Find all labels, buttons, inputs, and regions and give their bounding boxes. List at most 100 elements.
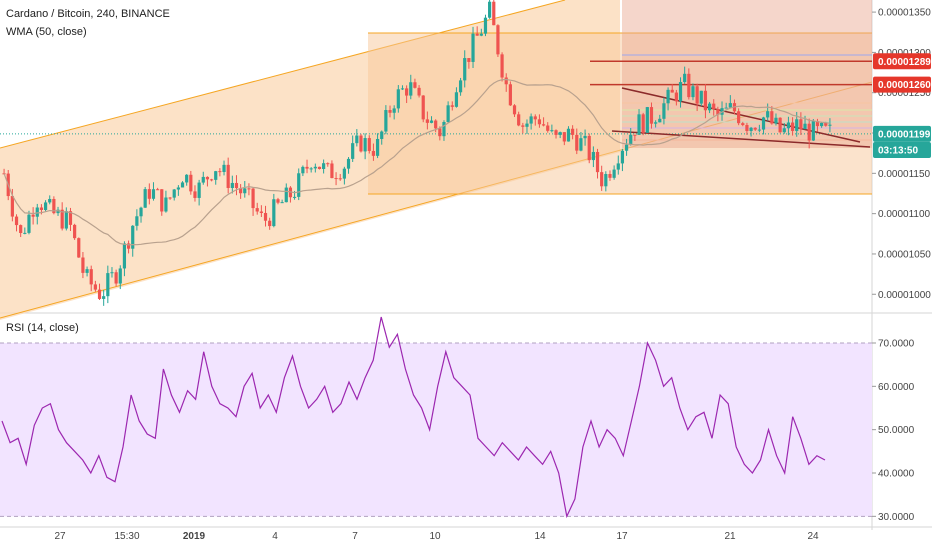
candle-body <box>778 117 782 133</box>
candle-body <box>712 103 716 110</box>
candle-body <box>786 122 791 129</box>
price-tag-label: 0.00001289 <box>878 57 931 68</box>
time-tick-label: 24 <box>807 531 819 542</box>
candle-body <box>31 214 35 217</box>
candle-body <box>359 135 363 152</box>
candle-body <box>429 120 434 123</box>
candle-body <box>691 86 695 98</box>
candle-body <box>471 33 475 62</box>
candle-body <box>342 168 346 179</box>
candle-body <box>309 168 313 170</box>
wedge-lower-line <box>611 130 871 148</box>
time-tick-label: 17 <box>616 531 628 542</box>
candle-body <box>595 151 600 173</box>
candle-body <box>749 127 753 131</box>
candle-body <box>19 225 23 234</box>
candle-body <box>828 124 832 126</box>
candle-body <box>724 107 728 109</box>
rsi-pane: 70.0000 60.0000 50.0000 40.0000 30.0000 <box>0 316 915 523</box>
candle-body <box>110 272 114 274</box>
candle-body <box>367 138 371 151</box>
candle-body <box>39 207 44 210</box>
candle-body <box>525 123 529 127</box>
candle-body <box>272 199 276 227</box>
candle-body <box>820 122 824 127</box>
time-axis: 27 15:30 2019 4 7 10 14 17 21 24 <box>0 526 932 542</box>
rsi-legend[interactable]: RSI (14, close) <box>6 322 79 334</box>
time-tick-label: 27 <box>54 531 66 542</box>
time-tick-label: 14 <box>534 531 546 542</box>
wma-line <box>3 78 831 246</box>
wma-series <box>3 78 831 246</box>
candle-body <box>654 122 658 124</box>
candle-body <box>351 143 355 159</box>
price-tick-label: 0.00001050 <box>878 249 931 260</box>
candle-body <box>488 1 492 18</box>
symbol-legend[interactable]: Cardano / Bitcoin, 240, BINANCE <box>6 8 170 20</box>
candle-body <box>409 82 413 96</box>
candle-body <box>770 111 774 124</box>
candle-body <box>89 269 93 285</box>
candle-body <box>454 92 459 107</box>
candle-body <box>766 111 770 118</box>
rsi-tick-label: 30.0000 <box>878 512 915 523</box>
candle-body <box>554 130 558 135</box>
candle-body <box>292 196 297 198</box>
wma-legend[interactable]: WMA (50, close) <box>6 26 87 38</box>
candle-body <box>164 197 168 212</box>
candle-body <box>305 166 309 169</box>
candle-body <box>737 111 741 124</box>
candle-body <box>338 178 342 180</box>
candle-body <box>14 216 19 226</box>
candle-body <box>741 123 745 126</box>
candle-body <box>479 33 483 36</box>
time-tick-label: 2019 <box>183 531 206 542</box>
candle-body <box>73 224 77 239</box>
candle-body <box>68 211 73 225</box>
candle-body <box>716 109 720 115</box>
candle-body <box>193 191 197 198</box>
candle-body <box>222 164 226 173</box>
candle-body <box>562 132 566 142</box>
candle-body <box>276 199 280 203</box>
candle-body <box>243 188 247 194</box>
candle-body <box>239 188 243 194</box>
candle-body <box>687 73 691 98</box>
candle-body <box>608 174 612 178</box>
candle-body <box>156 189 160 191</box>
candle-body <box>388 110 392 113</box>
candle-body <box>467 58 471 62</box>
rsi-tick-label: 40.0000 <box>878 469 915 480</box>
candle-body <box>446 105 450 122</box>
candle-body <box>662 103 666 119</box>
price-tick-label: 0.00001250 <box>878 88 931 99</box>
candle-body <box>425 119 429 123</box>
candle-body <box>43 202 48 210</box>
candle-body <box>641 114 645 133</box>
candle-body <box>483 17 488 34</box>
candle-body <box>189 174 193 192</box>
candle-body <box>197 182 201 198</box>
candle-body <box>616 163 620 170</box>
candle-body <box>93 284 97 290</box>
time-tick-label: 7 <box>352 531 358 542</box>
price-tag <box>873 141 931 158</box>
candle-body <box>824 122 828 126</box>
price-tag-label: 0.00001199 <box>878 129 931 140</box>
price-tag <box>873 125 931 142</box>
price-axis: 0.000013500.000013000.000012500.00001200… <box>872 8 931 301</box>
candle-body <box>172 189 176 198</box>
candle-body <box>160 189 164 212</box>
candle-body <box>268 220 272 227</box>
candle-body <box>666 89 670 104</box>
candle-body <box>637 114 641 135</box>
candle-body <box>114 272 118 284</box>
candle-body <box>284 187 288 203</box>
candle-body <box>587 135 591 161</box>
candle-body <box>533 116 537 120</box>
candle-body <box>658 118 662 123</box>
candle-body <box>500 54 504 78</box>
candle-body <box>795 119 799 131</box>
price-tick-label: 0.00001150 <box>878 169 931 180</box>
